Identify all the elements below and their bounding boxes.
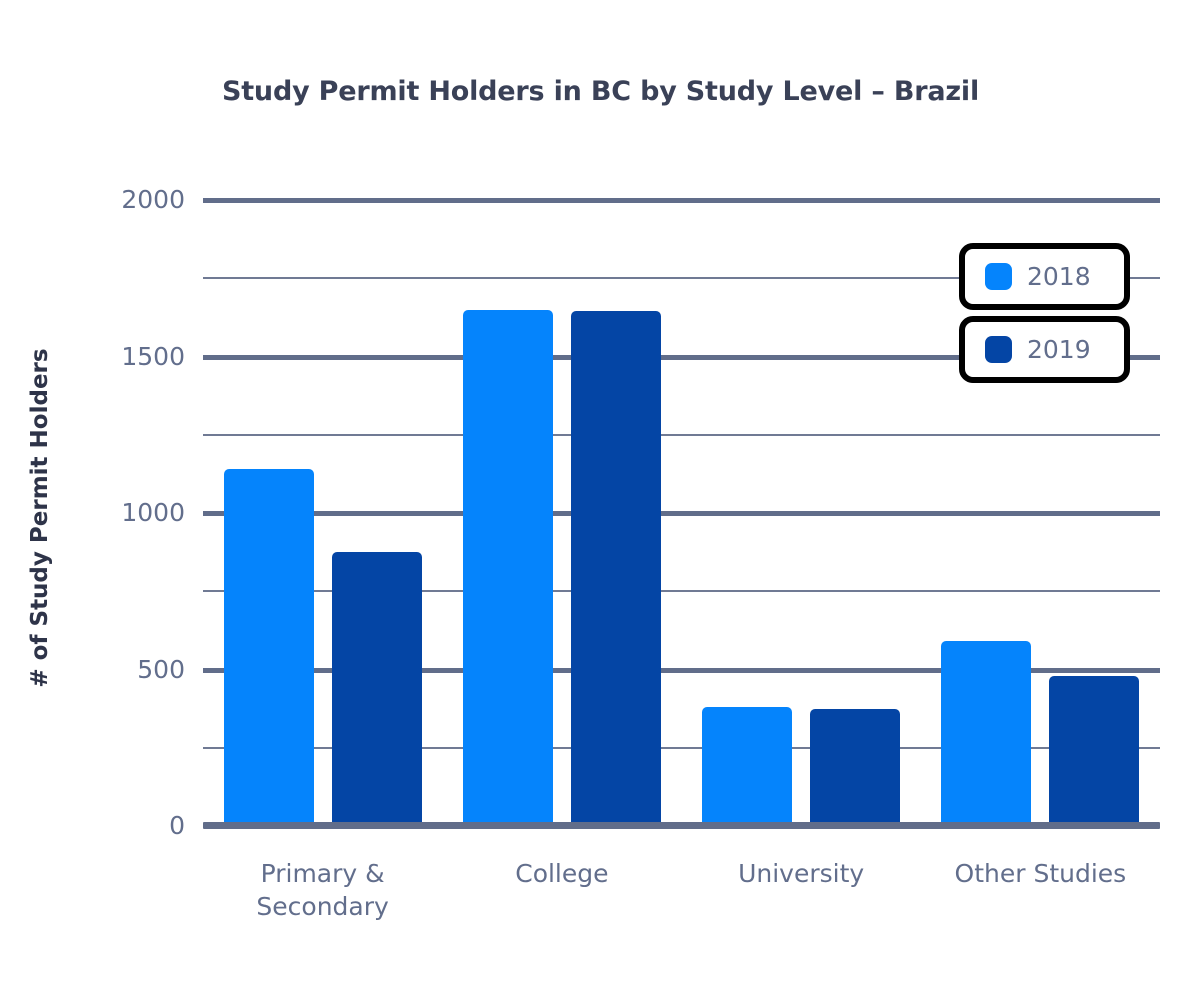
- legend-item-2018[interactable]: 2018: [959, 243, 1130, 310]
- bar-2018-primary-secondary: [223, 469, 314, 826]
- bar-2019-primary-secondary: [331, 552, 422, 826]
- gridline-minor: [203, 277, 1160, 280]
- y-tick-label: 0: [169, 811, 185, 840]
- y-tick-label: 2000: [121, 185, 185, 214]
- x-axis-line: [203, 822, 1160, 829]
- gridline-minor: [203, 433, 1160, 436]
- legend-item-label: 2018: [1027, 262, 1091, 291]
- y-tick-label: 500: [137, 654, 185, 684]
- bar-2018-college: [462, 309, 553, 826]
- bar-2019-university: [810, 708, 901, 826]
- chart-title: Study Permit Holders in BC by Study Leve…: [221, 76, 980, 107]
- bar-2018-university: [702, 707, 793, 826]
- legend-swatch-icon: [985, 336, 1012, 363]
- x-label-other-studies: Other Studies: [954, 859, 1127, 888]
- bar-2019-other-studies: [1049, 675, 1140, 826]
- gridline-minor: [203, 590, 1160, 593]
- y-axis-title: # of Study Permit Holders: [27, 348, 53, 688]
- legend-item-2019[interactable]: 2019: [959, 316, 1130, 383]
- chart-legend: 2018 2019: [959, 243, 1130, 383]
- plot-area: [203, 198, 1160, 829]
- gridline-minor: [203, 746, 1160, 749]
- y-tick-label: 1500: [121, 341, 185, 371]
- legend-item-label: 2019: [1027, 335, 1091, 364]
- gridline-major: [203, 667, 1160, 673]
- y-tick-label: 1000: [121, 498, 185, 527]
- x-label-university: University: [738, 859, 865, 888]
- bar-groups: [203, 200, 1160, 826]
- legend-swatch-icon: [985, 263, 1012, 290]
- gridline-major: [203, 198, 1160, 203]
- x-label-primary-secondary: Primary & Secondary: [256, 859, 389, 921]
- x-label-college: College: [515, 859, 609, 888]
- bar-2019-college: [570, 311, 661, 826]
- bar-2018-other-studies: [941, 641, 1032, 826]
- gridline-major: [203, 354, 1160, 360]
- gridline-major: [203, 511, 1160, 516]
